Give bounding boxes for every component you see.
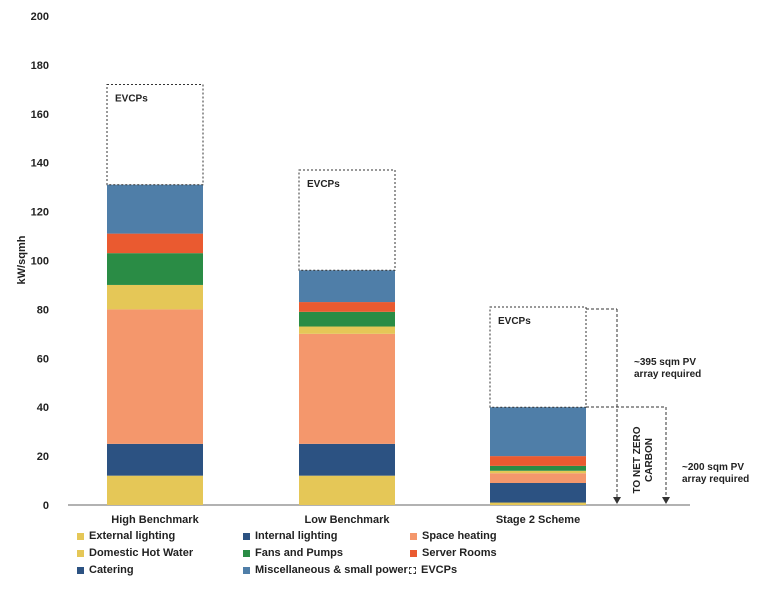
y-tick-label: 120 <box>31 207 49 219</box>
bar-segment-internal-lighting <box>107 443 203 476</box>
bar-segment-external-lighting <box>299 475 395 505</box>
bar-segment-server-rooms <box>490 456 586 466</box>
bar-segment-miscellaneous-small-power <box>299 270 395 303</box>
bar-segment-evcps <box>298 169 396 271</box>
bars: EVCPs High Benchmark EVCPs Low Benchmark EVC… <box>106 83 587 526</box>
pv-lower-annotation-line2: array required <box>682 474 749 485</box>
legend-item-evcps: EVCPs <box>409 564 457 576</box>
legend-label-internal-lighting: Internal lighting <box>255 530 338 542</box>
legend-label-fans-and-pumps: Fans and Pumps <box>255 547 344 559</box>
y-tick-label: 20 <box>37 451 49 463</box>
y-tick-label: 0 <box>43 500 49 512</box>
bar-segment-miscellaneous-small-power <box>107 184 203 234</box>
legend-label-catering: Catering <box>89 564 134 576</box>
bar-segment-server-rooms <box>299 302 395 312</box>
pv-upper-arrowhead <box>613 497 621 504</box>
bar-segment-fans-and-pumps <box>107 253 203 285</box>
pv-upper-annotation-line2: array required <box>634 369 701 380</box>
legend-label-external-lighting: External lighting <box>89 530 176 542</box>
bar-segment-evcps <box>106 83 204 186</box>
y-tick-label: 140 <box>31 158 49 170</box>
bar-segment-domestic-hot-water <box>490 470 586 474</box>
bar-segment-internal-lighting <box>299 443 395 476</box>
annotations: ~395 sqm PV array required ~200 sqm PV a… <box>586 308 749 504</box>
pv-upper-annotation-line1: ~395 sqm PV <box>634 357 696 368</box>
y-tick-label: 60 <box>37 353 49 365</box>
bar-evcps-label: EVCPs <box>307 179 340 190</box>
bar-segment-external-lighting <box>107 475 203 505</box>
legend-item-internal-lighting: Internal lighting <box>243 530 338 542</box>
pv-lower-arrowhead <box>662 497 670 504</box>
y-tick-label: 40 <box>37 402 49 414</box>
legend-item-space-heating: Space heating <box>410 530 497 542</box>
y-tick-label: 180 <box>31 60 49 72</box>
legend-swatch-internal-lighting <box>243 532 250 540</box>
x-category-label: Low Benchmark <box>305 514 391 526</box>
y-tick-label: 160 <box>31 109 49 121</box>
bar-segment-external-lighting <box>490 502 586 505</box>
bar-segment-domestic-hot-water <box>299 326 395 334</box>
bar-segment-evcps <box>489 306 587 408</box>
legend-swatch-domestic-hot-water <box>77 549 84 557</box>
legend-label-server-rooms: Server Rooms <box>422 547 497 559</box>
bar-evcps-label: EVCPs <box>115 93 148 104</box>
net-zero-annotation-line2: CARBON <box>644 438 655 482</box>
legend-item-server-rooms: Server Rooms <box>410 547 497 559</box>
legend-swatch-catering <box>77 566 84 574</box>
legend-swatch-space-heating <box>410 532 417 540</box>
bar-segment-fans-and-pumps <box>299 311 395 327</box>
bar-segment-domestic-hot-water <box>107 284 203 310</box>
bar-segment-internal-lighting <box>490 482 586 503</box>
net-zero-annotation-line1: TO NET ZERO <box>632 426 643 493</box>
legend-item-domestic-hot-water: Domestic Hot Water <box>77 547 193 559</box>
legend-label-evcps: EVCPs <box>421 564 458 576</box>
legend-item-misc-small-power: Miscellaneous & small power <box>243 564 408 576</box>
bar-segment-server-rooms <box>107 233 203 254</box>
y-tick-label: 200 <box>31 11 49 23</box>
x-category-label: Stage 2 Scheme <box>496 514 580 526</box>
legend-item-catering: Catering <box>77 564 134 576</box>
y-axis: 0 20 40 60 80 100 120 140 160 180 200 <box>31 11 49 512</box>
bar-segment-space-heating <box>490 473 586 483</box>
legend-label-space-heating: Space heating <box>422 530 497 542</box>
y-tick-label: 100 <box>31 256 49 268</box>
pv-lower-annotation-line1: ~200 sqm PV <box>682 462 744 473</box>
legend-item-fans-and-pumps: Fans and Pumps <box>243 547 343 559</box>
legend-swatch-fans-and-pumps <box>243 549 250 557</box>
legend-swatch-evcps <box>409 566 416 574</box>
y-tick-label: 80 <box>37 304 49 316</box>
legend-item-external-lighting: External lighting <box>77 530 175 542</box>
legend-label-misc-small-power: Miscellaneous & small power <box>255 564 408 576</box>
legend-label-domestic-hot-water: Domestic Hot Water <box>89 547 194 559</box>
bar-segment-miscellaneous-small-power <box>490 407 586 457</box>
bar-segment-space-heating <box>107 309 203 444</box>
legend-swatch-external-lighting <box>77 532 84 540</box>
legend-swatch-misc-small-power <box>243 566 250 574</box>
bar-segment-fans-and-pumps <box>490 465 586 471</box>
x-category-label: High Benchmark <box>111 514 199 526</box>
y-axis-label: kW/sqmh <box>16 235 28 284</box>
bar-segment-space-heating <box>299 333 395 444</box>
bar-evcps-label: EVCPs <box>498 316 531 327</box>
legend-swatch-server-rooms <box>410 549 417 557</box>
